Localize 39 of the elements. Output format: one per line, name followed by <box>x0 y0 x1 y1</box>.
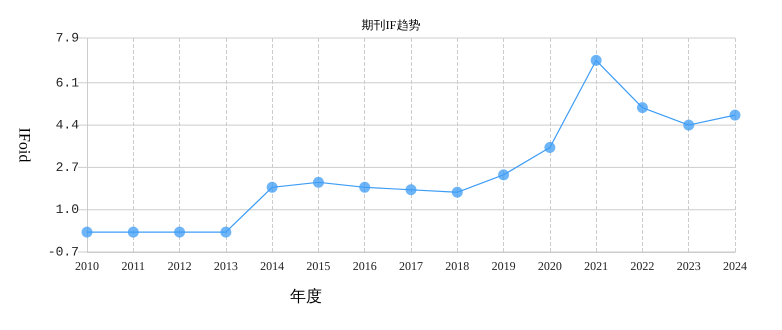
point <box>452 186 463 198</box>
y-axis-title: IFoid <box>16 128 32 162</box>
x-tick-label: 2021 <box>584 259 608 273</box>
x-tick-label: 2018 <box>445 259 470 273</box>
point <box>359 182 370 193</box>
y-tick-label: 6.1 <box>56 75 80 90</box>
point <box>406 184 416 196</box>
x-tick-label: 2016 <box>352 259 377 273</box>
x-tick-label: 2012 <box>168 259 192 273</box>
point <box>174 226 186 238</box>
x-tick-label: 2010 <box>75 259 99 273</box>
point <box>730 110 740 121</box>
point <box>683 120 694 131</box>
point <box>128 226 139 238</box>
x-axis-title: 年度 <box>290 288 322 306</box>
x-tick-label: 2011 <box>122 259 146 273</box>
x-tick-label: 2015 <box>306 259 330 273</box>
y-tick-label: 2.7 <box>56 160 79 175</box>
y-tick-label: 4.4 <box>56 118 80 133</box>
point <box>82 226 92 238</box>
point <box>636 102 648 114</box>
point <box>544 142 556 153</box>
y-tick-label: 1.0 <box>56 202 79 218</box>
point <box>590 54 602 66</box>
x-tick-label: 2019 <box>492 259 516 273</box>
x-tick-label: 2014 <box>260 259 284 273</box>
x-tick-label: 2023 <box>676 259 701 273</box>
x-tick-label: 2013 <box>214 259 238 273</box>
x-tick-label: 2024 <box>723 259 747 273</box>
x-tick-label: 2020 <box>538 259 562 273</box>
point <box>312 176 324 188</box>
point <box>220 226 232 238</box>
y-tick-label: 7.9 <box>56 30 79 46</box>
point <box>266 182 278 193</box>
x-tick-label: 2022 <box>630 259 654 273</box>
x-tick-label: 2017 <box>399 259 423 273</box>
point <box>498 169 510 180</box>
y-tick-label: -0.7 <box>48 244 79 260</box>
chart-title: 期刊IF趋势 <box>362 18 420 32</box>
